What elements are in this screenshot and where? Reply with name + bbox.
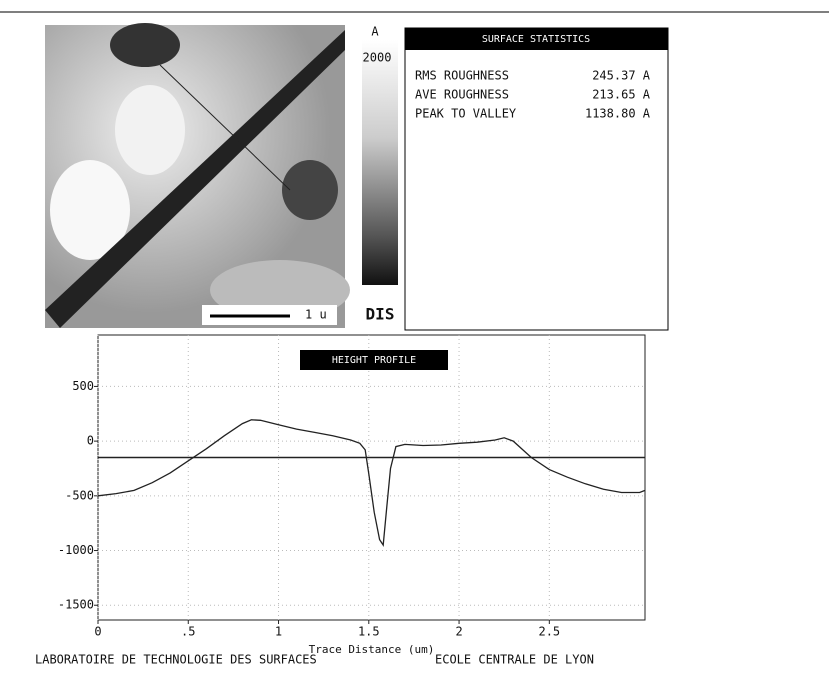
footer-left: LABORATOIRE DE TECHNOLOGIE DES SURFACES: [35, 653, 317, 667]
x-tick-label: 2: [455, 625, 462, 639]
x-tick-label: 1.5: [358, 625, 380, 639]
footer-right: ECOLE CENTRALE DE LYON: [435, 653, 594, 667]
y-tick-label: 500: [72, 379, 94, 393]
colorbar-unit: A: [371, 25, 379, 39]
y-tick-label: -1500: [58, 598, 94, 612]
x-axis-label: Trace Distance (um): [309, 643, 435, 656]
profile-line: [97, 419, 646, 548]
y-tick-label: -1000: [58, 543, 94, 557]
scale-bar-label: 1 u: [305, 308, 327, 322]
stats-rows: RMS ROUGHNESS 245.37 A AVE ROUGHNESS 213.65…: [415, 69, 651, 121]
x-tick-label: 2.5: [538, 625, 560, 639]
logo: DIS: [366, 305, 395, 324]
afm-image: 1 u: [45, 23, 350, 328]
title-box: [300, 350, 448, 370]
x-tick-label: .5: [181, 625, 195, 639]
chart-title: HEIGHT PROFILE: [332, 355, 416, 366]
stats-title: SURFACE STATISTICS: [482, 34, 590, 45]
stat-value: 245.37 A: [592, 69, 651, 83]
stat-value: 213.65 A: [592, 88, 651, 102]
colorbar: [362, 40, 398, 285]
stat-label: RMS ROUGHNESS: [415, 69, 509, 83]
stats-panel: [404, 27, 669, 331]
stat-value: 1138.80 A: [585, 107, 651, 121]
stat-label: PEAK TO VALLEY: [415, 107, 517, 121]
stat-label: AVE ROUGHNESS: [415, 88, 509, 102]
stats-header: [405, 28, 668, 50]
colorbar-max: 2000: [363, 51, 392, 65]
x-tick-label: 0: [94, 625, 101, 639]
plot-frame: [97, 334, 646, 621]
y-tick-label: -500: [65, 488, 94, 502]
y-tick-label: 0: [87, 434, 94, 448]
x-tick-label: 1: [275, 625, 282, 639]
